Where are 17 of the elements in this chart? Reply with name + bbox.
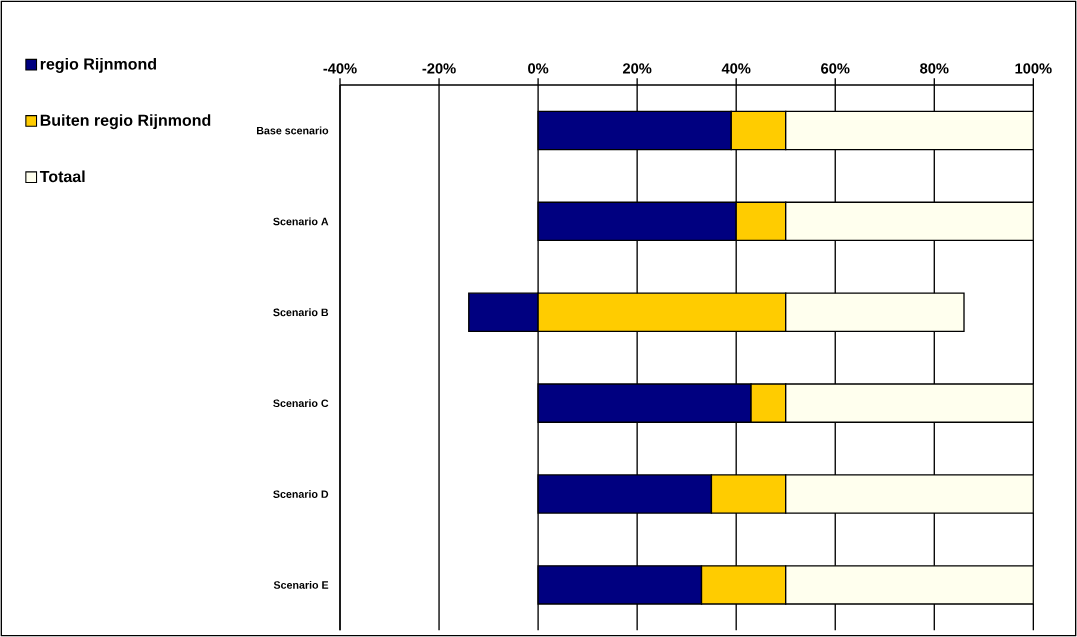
y-tick-label: Scenario E xyxy=(273,580,329,589)
x-tick-label: 20% xyxy=(622,63,652,74)
legend-label: regio Rijnmond xyxy=(40,57,156,73)
y-tick-label: Scenario A xyxy=(273,217,329,226)
y-tick-label: Scenario D xyxy=(273,490,329,498)
y-tick-label: Base scenario xyxy=(257,126,329,135)
legend-label: Buiten regio Rijnmond xyxy=(40,114,211,130)
x-tick-label: 60% xyxy=(821,63,850,74)
x-tick-label: 0% xyxy=(528,63,549,74)
x-tick-label: 100% xyxy=(1015,63,1052,74)
y-tick-label: Scenario C xyxy=(273,399,329,408)
x-tick-label: 80% xyxy=(920,63,949,74)
legend-label: Totaal xyxy=(39,170,85,183)
x-tick-label: -20% xyxy=(422,63,456,74)
x-tick-label: 40% xyxy=(721,63,751,74)
x-tick-label: -40% xyxy=(323,63,357,74)
y-tick-label: Scenario B xyxy=(273,308,329,317)
